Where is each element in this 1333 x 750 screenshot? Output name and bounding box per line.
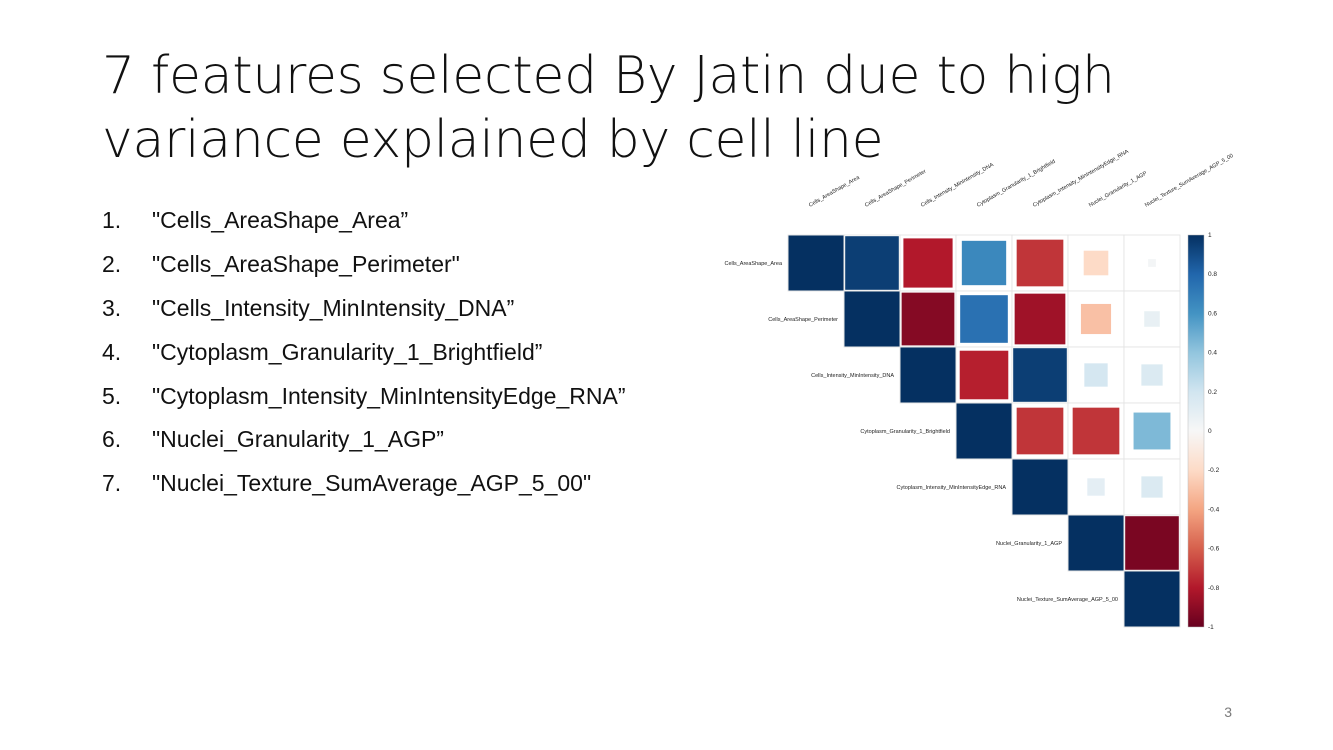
correlation-cell — [960, 295, 1008, 343]
row-label: Cytoplasm_Granularity_1_Brightfield — [860, 429, 950, 435]
row-label: Cells_AreaShape_Perimeter — [768, 317, 838, 323]
correlation-cell — [1133, 412, 1171, 450]
correlation-cell — [1072, 407, 1120, 455]
colorbar-tick-label: 0.6 — [1208, 310, 1217, 317]
list-item-number: 5. — [102, 382, 122, 409]
correlation-cell — [959, 350, 1009, 400]
list-item: 2. "Cells_AreaShape_Perimeter" — [102, 243, 626, 287]
list-item-text: "Cytoplasm_Granularity_1_Brightfield” — [152, 338, 543, 365]
correlation-cell — [961, 240, 1007, 286]
list-item: 3. "Cells_Intensity_MinIntensity_DNA” — [102, 287, 626, 331]
correlation-cell — [1083, 250, 1109, 276]
list-item-number: 7. — [102, 470, 122, 497]
colorbar-tick-label: 0.8 — [1208, 271, 1217, 278]
correlation-cell — [1125, 516, 1179, 570]
row-label: Cells_Intensity_MinIntensity_DNA — [811, 373, 894, 379]
colorbar-tick-label: 0 — [1208, 428, 1212, 435]
list-item-number: 6. — [102, 426, 122, 453]
column-label: Nuclei_Texture_SumAverage_AGP_5_00 — [1144, 153, 1235, 209]
colorbar-tick-label: -0.4 — [1208, 506, 1220, 513]
colorbar-tick-label: -0.2 — [1208, 467, 1220, 474]
correlation-cell — [844, 291, 900, 347]
column-label: Cells_AreaShape_Perimeter — [864, 169, 928, 209]
list-item: 5. "Cytoplasm_Intensity_MinIntensityEdge_… — [102, 374, 626, 418]
correlation-cell — [1144, 311, 1160, 327]
slide-title: 7 features selected By Jatin due to high… — [102, 46, 1115, 170]
list-item: 6. "Nuclei_Granularity_1_AGP” — [102, 418, 626, 462]
list-item-text: "Cytoplasm_Intensity_MinIntensityEdge_RN… — [152, 382, 626, 409]
list-item-text: "Nuclei_Granularity_1_AGP” — [152, 426, 444, 453]
colorbar-tick-label: -0.8 — [1208, 585, 1220, 592]
correlation-cell — [1080, 303, 1112, 335]
correlation-cell — [1016, 239, 1064, 287]
list-item-number: 3. — [102, 294, 122, 321]
correlation-cell — [1016, 407, 1064, 455]
correlation-cell — [1141, 364, 1163, 386]
column-label: Nuclei_Granularity_1_AGP — [1088, 170, 1148, 208]
correlation-cell — [1013, 348, 1067, 402]
list-item: 1. "Cells_AreaShape_Area” — [102, 199, 626, 243]
correlation-cell — [845, 236, 899, 290]
colorbar-tick-label: -1 — [1208, 624, 1214, 631]
correlation-cell — [1124, 571, 1180, 627]
correlation-cell — [1141, 476, 1163, 498]
correlation-cell — [1068, 515, 1124, 571]
row-label: Nuclei_Granularity_1_AGP — [996, 541, 1062, 547]
list-item-text: "Nuclei_Texture_SumAverage_AGP_5_00" — [152, 470, 592, 497]
correlation-plot: Cells_AreaShape_Area Cells_AreaShape_Area… — [700, 150, 1240, 640]
row-label: Nuclei_Texture_SumAverage_AGP_5_00 — [1017, 597, 1118, 603]
list-item: 4. "Cytoplasm_Granularity_1_Brightfield” — [102, 330, 626, 374]
colorbar-tick-label: 0.2 — [1208, 389, 1217, 396]
correlation-cell — [901, 292, 955, 346]
colorbar-tick-label: 1 — [1208, 232, 1212, 239]
list-item-number: 2. — [102, 251, 122, 278]
correlation-cell — [1087, 478, 1105, 496]
column-label: Cytoplasm_Intensity_MinIntensityEdge_RNA — [1032, 150, 1130, 209]
correlation-cell — [900, 347, 956, 403]
colorbar-tick-label: -0.6 — [1208, 546, 1220, 553]
feature-list: 1. "Cells_AreaShape_Area” 2. "Cells_AreaSh… — [102, 199, 626, 506]
row-label: Cytoplasm_Intensity_MinIntensityEdge_RNA — [897, 485, 1007, 491]
list-item-text: "Cells_AreaShape_Perimeter" — [152, 251, 460, 278]
list-item-text: "Cells_AreaShape_Area” — [152, 207, 409, 234]
list-item-number: 4. — [102, 338, 122, 365]
column-label: Cells_AreaShape_Area — [808, 174, 862, 208]
correlation-cell — [903, 238, 953, 288]
list-item-text: "Cells_Intensity_MinIntensity_DNA” — [152, 294, 515, 321]
correlation-plot-svg: Cells_AreaShape_Area Cells_AreaShape_Area… — [725, 150, 1235, 631]
page-number: 3 — [1224, 704, 1232, 720]
correlation-cell — [1084, 363, 1108, 387]
correlation-cell — [1148, 259, 1156, 267]
colorbar — [1187, 234, 1205, 628]
list-item-number: 1. — [102, 207, 122, 234]
correlation-cell — [1012, 459, 1068, 515]
correlation-cell — [788, 235, 844, 291]
colorbar-tick-label: 0.4 — [1208, 350, 1217, 357]
row-label: Cells_AreaShape_Area — [725, 261, 783, 267]
correlation-cell — [956, 403, 1012, 459]
list-item: 7. "Nuclei_Texture_SumAverage_AGP_5_00" — [102, 462, 626, 506]
correlation-cell — [1014, 293, 1066, 345]
